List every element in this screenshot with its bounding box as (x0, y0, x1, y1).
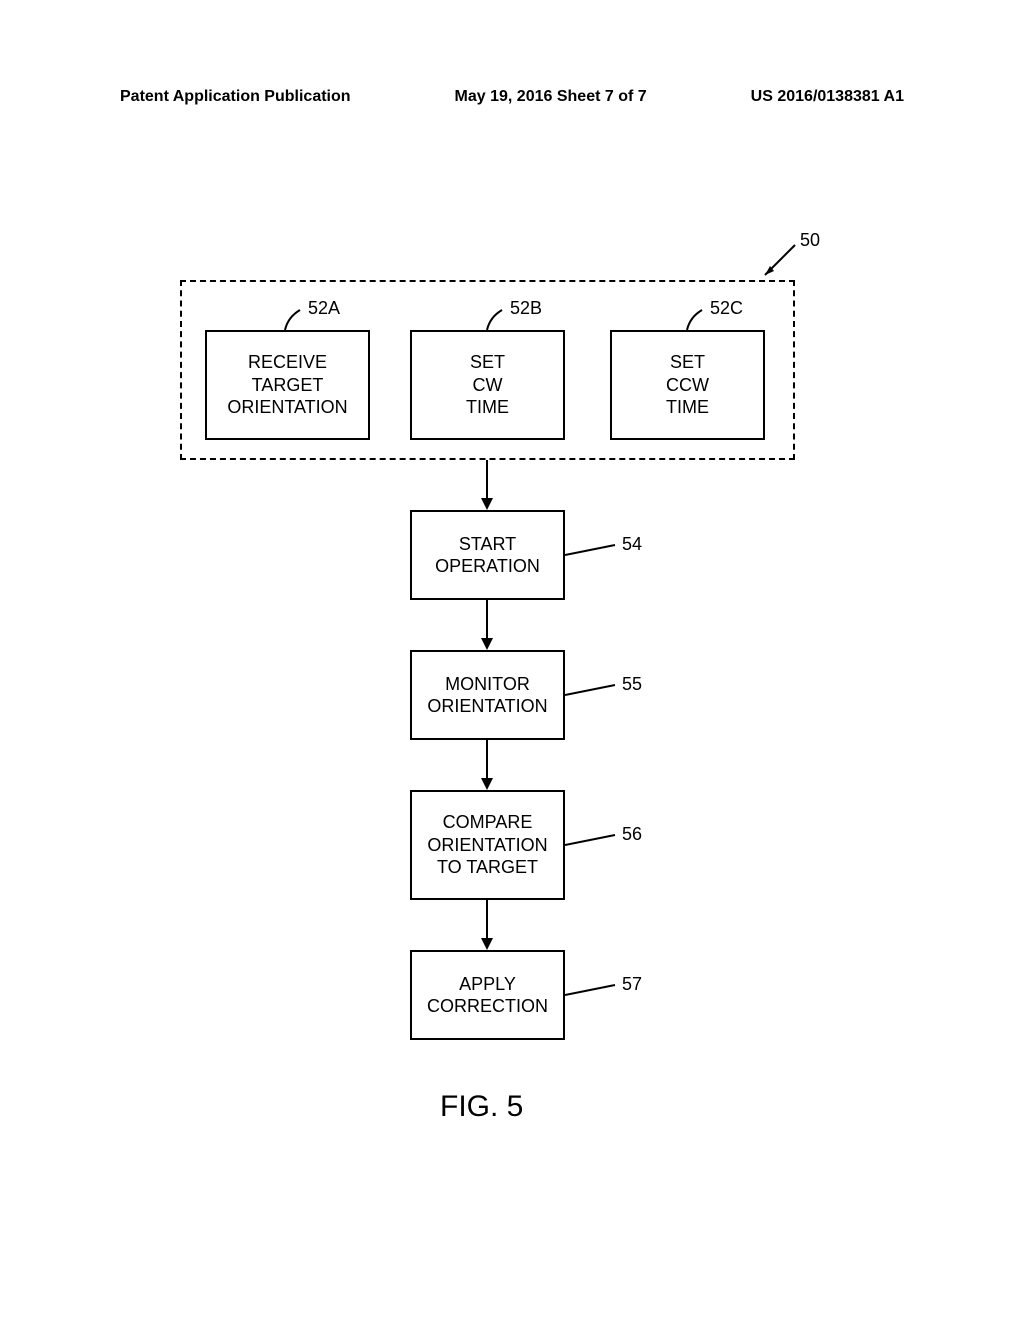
figure-5-diagram: 50 RECEIVE TARGET ORIENTATION 52A SET CW… (120, 220, 900, 1120)
box-55-line2: ORIENTATION (412, 695, 563, 718)
box-54-line2: OPERATION (412, 555, 563, 578)
box-set-ccw-time: SET CCW TIME (610, 330, 765, 440)
ref-52a-leader (270, 305, 310, 335)
ref-55: 55 (622, 674, 642, 695)
ref-54: 54 (622, 534, 642, 555)
ref-52a: 52A (308, 298, 340, 319)
box-receive-target-orientation: RECEIVE TARGET ORIENTATION (205, 330, 370, 440)
box-52b-line1: SET (412, 351, 563, 374)
box-55-line1: MONITOR (412, 673, 563, 696)
ref-56-leader (565, 830, 620, 850)
box-52c-line2: CCW (612, 374, 763, 397)
box-compare-orientation-to-target: COMPARE ORIENTATION TO TARGET (410, 790, 565, 900)
box-apply-correction: APPLY CORRECTION (410, 950, 565, 1040)
arrow-head-2 (481, 638, 493, 650)
arrow-head-1 (481, 498, 493, 510)
box-start-operation: START OPERATION (410, 510, 565, 600)
box-52b-line3: TIME (412, 396, 563, 419)
box-54-line1: START (412, 533, 563, 556)
arrow-head-4 (481, 938, 493, 950)
box-52b-line2: CW (412, 374, 563, 397)
arrow-head-3 (481, 778, 493, 790)
box-52a-line3: ORIENTATION (207, 396, 368, 419)
box-52c-line1: SET (612, 351, 763, 374)
arrow-group-to-54 (486, 460, 488, 500)
box-set-cw-time: SET CW TIME (410, 330, 565, 440)
figure-caption: FIG. 5 (440, 1090, 523, 1124)
arrow-54-to-55 (486, 600, 488, 640)
box-57-line2: CORRECTION (412, 995, 563, 1018)
ref-54-leader (565, 540, 620, 560)
ref-50-leader (760, 240, 800, 280)
box-56-line3: TO TARGET (412, 856, 563, 879)
ref-52b-leader (472, 305, 512, 335)
ref-52b: 52B (510, 298, 542, 319)
box-52c-line3: TIME (612, 396, 763, 419)
box-57-line1: APPLY (412, 973, 563, 996)
ref-50: 50 (800, 230, 820, 251)
ref-57: 57 (622, 974, 642, 995)
header-center: May 19, 2016 Sheet 7 of 7 (455, 88, 647, 106)
ref-52c: 52C (710, 298, 743, 319)
page-header: Patent Application Publication May 19, 2… (0, 88, 1024, 106)
header-left: Patent Application Publication (120, 88, 351, 106)
ref-57-leader (565, 980, 620, 1000)
box-monitor-orientation: MONITOR ORIENTATION (410, 650, 565, 740)
ref-55-leader (565, 680, 620, 700)
box-56-line1: COMPARE (412, 811, 563, 834)
box-52a-line2: TARGET (207, 374, 368, 397)
ref-52c-leader (672, 305, 712, 335)
header-right: US 2016/0138381 A1 (751, 88, 904, 106)
ref-56: 56 (622, 824, 642, 845)
arrow-55-to-56 (486, 740, 488, 780)
box-52a-line1: RECEIVE (207, 351, 368, 374)
box-56-line2: ORIENTATION (412, 834, 563, 857)
arrow-56-to-57 (486, 900, 488, 940)
